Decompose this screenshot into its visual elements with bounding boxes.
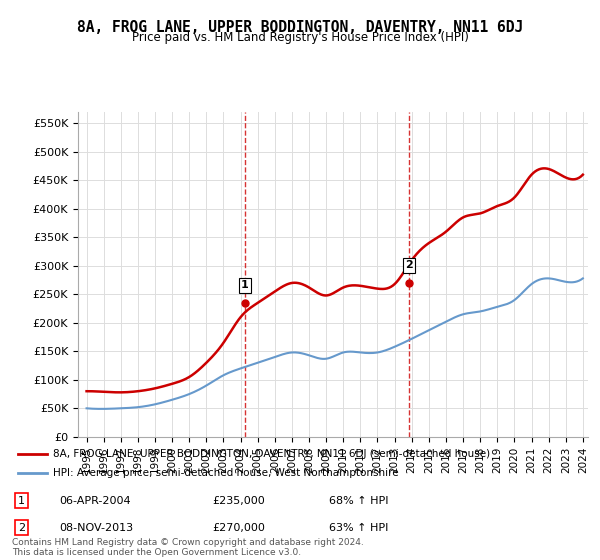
Text: 2: 2 bbox=[405, 260, 413, 270]
Text: 2: 2 bbox=[18, 522, 25, 533]
Text: 1: 1 bbox=[18, 496, 25, 506]
Text: 68% ↑ HPI: 68% ↑ HPI bbox=[329, 496, 389, 506]
Text: 8A, FROG LANE, UPPER BODDINGTON, DAVENTRY, NN11 6DJ (semi-detached house): 8A, FROG LANE, UPPER BODDINGTON, DAVENTR… bbox=[53, 449, 490, 459]
Text: 63% ↑ HPI: 63% ↑ HPI bbox=[329, 522, 389, 533]
Text: £270,000: £270,000 bbox=[212, 522, 265, 533]
Text: Price paid vs. HM Land Registry's House Price Index (HPI): Price paid vs. HM Land Registry's House … bbox=[131, 31, 469, 44]
Text: 1: 1 bbox=[241, 281, 249, 290]
Text: HPI: Average price, semi-detached house, West Northamptonshire: HPI: Average price, semi-detached house,… bbox=[53, 468, 398, 478]
Text: £235,000: £235,000 bbox=[212, 496, 265, 506]
Text: 8A, FROG LANE, UPPER BODDINGTON, DAVENTRY, NN11 6DJ: 8A, FROG LANE, UPPER BODDINGTON, DAVENTR… bbox=[77, 20, 523, 35]
Text: Contains HM Land Registry data © Crown copyright and database right 2024.
This d: Contains HM Land Registry data © Crown c… bbox=[12, 538, 364, 557]
Text: 06-APR-2004: 06-APR-2004 bbox=[59, 496, 131, 506]
Text: 08-NOV-2013: 08-NOV-2013 bbox=[59, 522, 133, 533]
